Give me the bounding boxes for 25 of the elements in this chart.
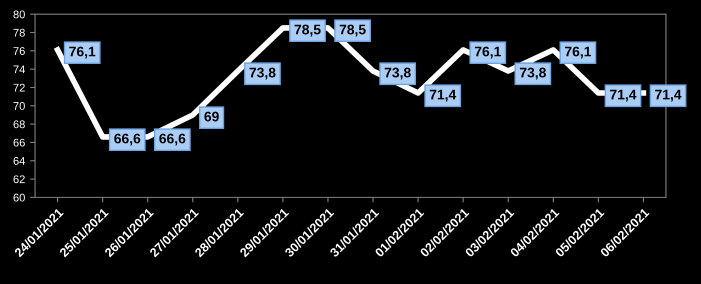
y-tick-label: 66 (14, 138, 25, 147)
y-tick-label: 70 (14, 102, 25, 110)
y-tick-label: 80 (13, 10, 25, 18)
data-label: 69 (204, 112, 219, 122)
y-tick-label: 76 (14, 47, 25, 55)
y-tick-label: 62 (14, 175, 25, 184)
y-tick-label: 68 (14, 120, 25, 128)
y-tick-label: 72 (14, 84, 25, 92)
data-label: 73,8 (250, 68, 276, 80)
data-label: 78,5 (340, 24, 366, 36)
y-tick-label: 74 (14, 66, 26, 74)
data-label: 76,1 (474, 46, 501, 58)
y-tick-label: 60 (14, 194, 25, 202)
data-label: 66,6 (159, 134, 186, 146)
data-label: 71,4 (430, 90, 456, 102)
y-tick-label: 78 (14, 28, 25, 37)
data-label: 66,6 (114, 134, 140, 146)
y-tick-label: 64 (14, 157, 26, 165)
data-label: 76,1 (564, 46, 592, 58)
data-label: 73,8 (384, 68, 411, 80)
data-label: 76,1 (69, 46, 96, 58)
data-label: 71,4 (610, 90, 636, 102)
data-label: 73,8 (520, 68, 546, 80)
data-label: 78,5 (294, 24, 321, 36)
data-label: 71,4 (655, 90, 682, 102)
